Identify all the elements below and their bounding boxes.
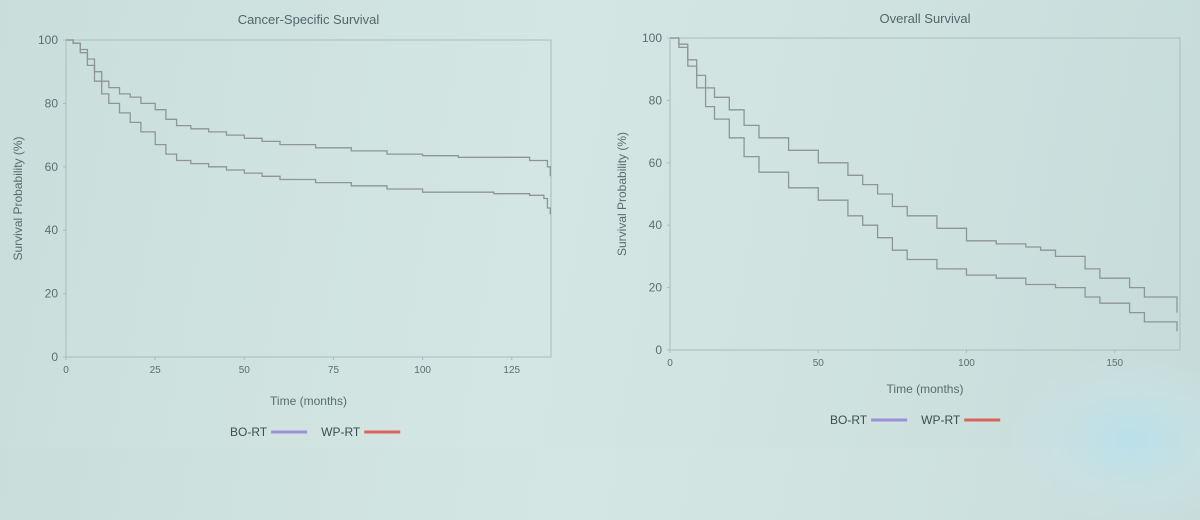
x-tick-label: 50: [239, 365, 251, 376]
y-tick-label: 20: [649, 281, 663, 295]
y-axis-label: Survival Probability (%): [615, 132, 629, 256]
survival-curve-bo-rt: [670, 37, 1178, 332]
y-tick-label: 60: [649, 156, 663, 170]
chart-title: Overall Survival: [879, 11, 970, 26]
y-tick-label: 80: [45, 96, 59, 110]
x-axis-label: Time (months): [270, 394, 347, 408]
y-tick-label: 0: [655, 343, 662, 357]
y-tick-label: 100: [642, 31, 662, 45]
cancer-specific-survival-chart: Cancer-Specific Survival 0 20 40 60 80 100 0 25 5…: [11, 12, 552, 439]
x-tick-label: 50: [813, 358, 825, 369]
x-tick-label: 0: [63, 365, 69, 376]
x-tick-label: 0: [667, 358, 673, 369]
plot-frame: [669, 37, 1181, 351]
legend: BO-RT WP-RT: [830, 413, 1001, 427]
legend-label: BO-RT: [230, 425, 268, 439]
legend-label: WP-RT: [921, 413, 961, 427]
x-tick-label: 125: [503, 365, 520, 376]
y-axis-label: Survival Probability (%): [11, 136, 25, 260]
x-tick-label: 75: [328, 365, 340, 376]
y-tick-label: 0: [51, 350, 58, 364]
cancer-specific-survival-panel: Cancer-Specific Survival 0 20 40 60 80 100 0 25 5…: [0, 0, 590, 448]
survival-curve-wp-rt: [670, 37, 1178, 313]
x-tick-label: 25: [150, 365, 162, 376]
y-tick-label: 20: [45, 287, 59, 301]
x-tick-label: 150: [1106, 358, 1123, 369]
x-tick-label: 100: [414, 365, 431, 376]
survival-curve-bo-rt: [66, 39, 551, 215]
legend-label: BO-RT: [830, 413, 868, 427]
y-tick-label: 40: [45, 223, 59, 237]
chart-title: Cancer-Specific Survival: [238, 12, 380, 27]
y-tick-label: 40: [649, 218, 663, 232]
x-axis-label: Time (months): [887, 382, 964, 396]
y-tick-label: 80: [649, 93, 663, 107]
plot-frame: [65, 39, 552, 358]
overall-survival-chart: Overall Survival 0 20 40 60 80 100 0 50 100 150 Tim…: [615, 11, 1181, 427]
legend: BO-RT WP-RT: [230, 425, 401, 439]
overall-survival-panel: Overall Survival 0 20 40 60 80 100 0 50 100 150 Tim…: [600, 0, 1200, 448]
legend-label: WP-RT: [321, 425, 361, 439]
survival-curve-wp-rt: [66, 39, 551, 177]
x-tick-label: 100: [958, 358, 975, 369]
y-tick-label: 60: [45, 160, 59, 174]
y-tick-label: 100: [38, 33, 58, 47]
